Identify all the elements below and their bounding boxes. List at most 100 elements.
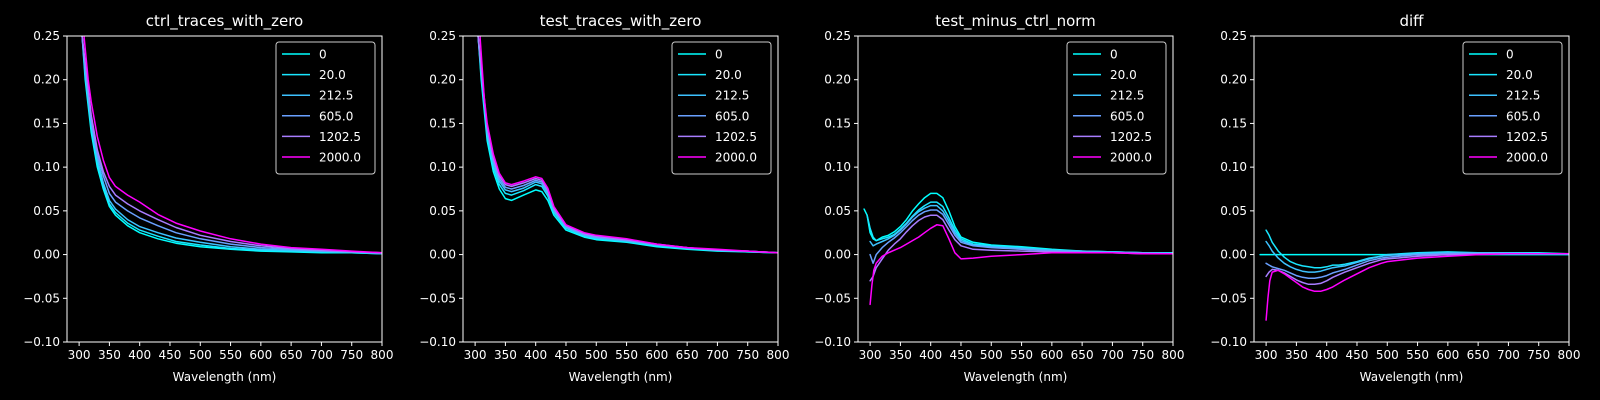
chart-2-x-tick-label: 400 [524, 348, 547, 362]
chart-2-title: test_traces_with_zero [540, 12, 702, 31]
chart-4-y-tick-label: 0.25 [1220, 29, 1247, 43]
chart-1-x-tick-label: 400 [128, 348, 151, 362]
chart-2-x-tick-label: 300 [464, 348, 487, 362]
chart-1-x-tick-label: 350 [98, 348, 121, 362]
chart-3-series-group [863, 192, 1173, 306]
chart-4-series-line-2 [1265, 229, 1569, 269]
chart-1-x-tick-label: 300 [68, 348, 91, 362]
chart-2-panel: test_traces_with_zero 300 350 400 450 500 550 6… [419, 12, 789, 384]
chart-1-x-tick-label: 550 [219, 348, 242, 362]
chart-3-panel: test_minus_ctrl_norm 300 350 400 450 500 550 60… [814, 12, 1184, 384]
chart-4-panel: diff 300 350 400 450 500 550 600 650 700 750 800 −0.… [1210, 12, 1580, 384]
chart-1-y-tick-label: 0.15 [33, 116, 60, 130]
chart-1-x-axis-label: Wavelength (nm) [173, 370, 277, 384]
chart-1-legend-label-1: 0 [319, 48, 327, 62]
chart-2-y-tick-label: 0.25 [429, 29, 456, 43]
chart-3-legend-label-1: 0 [1110, 48, 1118, 62]
chart-3-x-tick-label: 800 [1162, 348, 1185, 362]
chart-2-legend-label-3: 212.5 [715, 89, 749, 103]
chart-1-x-tick-label: 650 [280, 348, 303, 362]
chart-3-series-line-4 [869, 209, 1173, 265]
chart-1-x-tick-label: 700 [310, 348, 333, 362]
chart-2-legend-label-2: 20.0 [715, 68, 742, 82]
chart-2-series-line-1 [477, 36, 778, 254]
chart-4-x-tick-label: 750 [1527, 348, 1550, 362]
chart-2-series-group [477, 36, 778, 254]
chart-4-x-tick-label: 500 [1376, 348, 1399, 362]
chart-3-legend-label-2: 20.0 [1110, 68, 1137, 82]
chart-2-legend-label-6: 2000.0 [715, 151, 757, 165]
chart-3-x-tick-label: 300 [859, 348, 882, 362]
chart-1-x-tick-label: 450 [159, 348, 182, 362]
chart-4-x-tick-label: 650 [1467, 348, 1490, 362]
chart-3-y-tick-label: 0.10 [824, 160, 851, 174]
chart-3-x-tick-label: 750 [1131, 348, 1154, 362]
chart-3-x-axis-label: Wavelength (nm) [964, 370, 1068, 384]
chart-3-axes-frame [857, 35, 1174, 343]
chart-1-legend-label-5: 1202.5 [319, 130, 361, 144]
chart-2-legend-label-5: 1202.5 [715, 130, 757, 144]
chart-4-x-tick-label: 600 [1436, 348, 1459, 362]
chart-1-x-tick-label: 800 [371, 348, 394, 362]
chart-4-x-tick-label: 450 [1346, 348, 1369, 362]
chart-1-y-tick-label: 0.25 [33, 29, 60, 43]
chart-4-x-tick-label: 550 [1406, 348, 1429, 362]
chart-1-title: ctrl_traces_with_zero [146, 12, 303, 31]
chart-4-legend-label-3: 212.5 [1506, 89, 1540, 103]
chart-1-x-tick-label: 600 [249, 348, 272, 362]
chart-4-x-tick-label: 700 [1497, 348, 1520, 362]
chart-3-y-tick-label: 0.15 [824, 116, 851, 130]
chart-4-series-line-3 [1265, 240, 1569, 273]
chart-4-series-group [1259, 229, 1569, 321]
chart-3-y-tick-label: −0.10 [814, 335, 851, 349]
chart-2-y-tick-label: 0.05 [429, 204, 456, 218]
chart-3-legend-label-5: 1202.5 [1110, 130, 1152, 144]
chart-2-x-tick-label: 550 [615, 348, 638, 362]
chart-2-y-tick-label: 0.20 [429, 73, 456, 87]
chart-3-series-line-3 [869, 204, 1173, 255]
chart-4-y-tick-label: 0.05 [1220, 204, 1247, 218]
chart-4-legend-label-1: 0 [1506, 48, 1514, 62]
chart-4-y-tick-label: 0.00 [1220, 248, 1247, 262]
chart-2-legend-label-4: 605.0 [715, 109, 749, 123]
chart-1-series-line-6 [83, 36, 382, 254]
chart-4-series-line-4 [1265, 252, 1569, 279]
chart-3-x-tick-label: 400 [919, 348, 942, 362]
chart-1-x-tick-label: 750 [340, 348, 363, 362]
chart-2-y-tick-label: 0.10 [429, 160, 456, 174]
chart-3-x-tick-label: 550 [1010, 348, 1033, 362]
chart-2-x-tick-label: 650 [676, 348, 699, 362]
chart-4-x-tick-label: 800 [1558, 348, 1581, 362]
chart-2-x-tick-label: 600 [645, 348, 668, 362]
chart-2-x-tick-label: 750 [736, 348, 759, 362]
chart-2-axes-frame [462, 35, 779, 343]
chart-3-y-tick-label: −0.05 [814, 291, 851, 305]
chart-4-y-tick-label: 0.15 [1220, 116, 1247, 130]
chart-3-y-tick-label: 0.25 [824, 29, 851, 43]
chart-1-legend-label-3: 212.5 [319, 89, 353, 103]
chart-3-x-tick-label: 650 [1071, 348, 1094, 362]
chart-4-y-tick-label: −0.05 [1210, 291, 1247, 305]
chart-3-x-tick-label: 600 [1040, 348, 1063, 362]
chart-4-series-line-5 [1265, 252, 1569, 286]
chart-4-y-tick-label: 0.10 [1220, 160, 1247, 174]
chart-3-series-line-6 [869, 224, 1173, 306]
chart-2-x-tick-label: 800 [767, 348, 790, 362]
chart-2-x-axis-label: Wavelength (nm) [569, 370, 673, 384]
chart-1-y-tick-label: 0.10 [33, 160, 60, 174]
chart-1-y-tick-label: 0.20 [33, 73, 60, 87]
chart-4-axes-frame [1253, 35, 1570, 343]
chart-3-series-line-5 [869, 214, 1173, 282]
chart-4-x-axis-label: Wavelength (nm) [1360, 370, 1464, 384]
chart-3-legend-label-4: 605.0 [1110, 109, 1144, 123]
chart-4-legend-label-5: 1202.5 [1506, 130, 1548, 144]
chart-1-legend-label-2: 20.0 [319, 68, 346, 82]
chart-1-series-line-5 [81, 36, 382, 254]
chart-2-y-tick-label: 0.00 [429, 248, 456, 262]
chart-1-axes-frame [66, 35, 383, 343]
chart-1-y-tick-label: −0.10 [23, 335, 60, 349]
chart-4-legend-label-2: 20.0 [1506, 68, 1533, 82]
chart-3-x-tick-label: 700 [1101, 348, 1124, 362]
chart-4-x-tick-label: 400 [1315, 348, 1338, 362]
